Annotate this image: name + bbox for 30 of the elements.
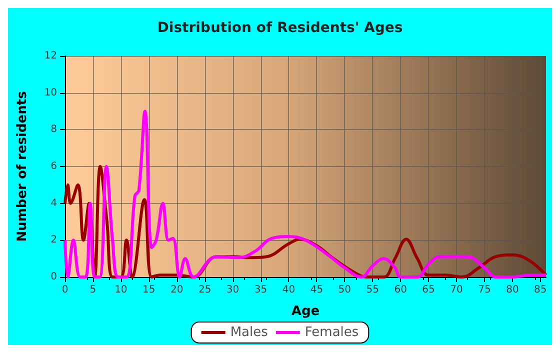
- y-tick-label: 0: [50, 272, 57, 282]
- x-tick-label: 70: [450, 284, 463, 296]
- x-tick-label: 80: [506, 284, 519, 296]
- x-tick-label: 20: [170, 284, 184, 296]
- legend-label: Females: [304, 325, 359, 340]
- y-axis-title: Number of residents: [15, 90, 30, 242]
- x-tick-label: 0: [62, 284, 68, 296]
- x-tick-label: 85: [534, 284, 547, 296]
- y-tick-label: 10: [44, 87, 57, 98]
- x-tick-label: 75: [478, 284, 491, 296]
- y-tick-label: 4: [50, 198, 57, 209]
- x-tick-label: 50: [338, 284, 352, 296]
- x-tick-label: 5: [90, 284, 96, 296]
- x-tick-label: 65: [422, 284, 435, 296]
- y-tick-label: 2: [50, 234, 57, 246]
- x-tick-label: 40: [282, 284, 296, 296]
- y-tick-label: 8: [50, 124, 57, 136]
- x-tick-label: 45: [310, 284, 324, 296]
- x-tick-label: 35: [254, 284, 268, 296]
- x-tick-label: 10: [114, 284, 128, 296]
- y-tick-label: 12: [44, 50, 57, 62]
- x-tick-label: 60: [394, 284, 407, 296]
- x-axis-title: Age: [291, 304, 320, 319]
- y-tick-label: 6: [50, 161, 57, 172]
- chart-title: Distribution of Residents' Ages: [157, 20, 403, 36]
- x-tick-label: 30: [226, 284, 240, 296]
- x-tick-label: 55: [366, 284, 379, 296]
- x-tick-label: 15: [142, 284, 156, 296]
- x-tick-label: 25: [198, 284, 212, 296]
- legend-label: Males: [230, 325, 268, 340]
